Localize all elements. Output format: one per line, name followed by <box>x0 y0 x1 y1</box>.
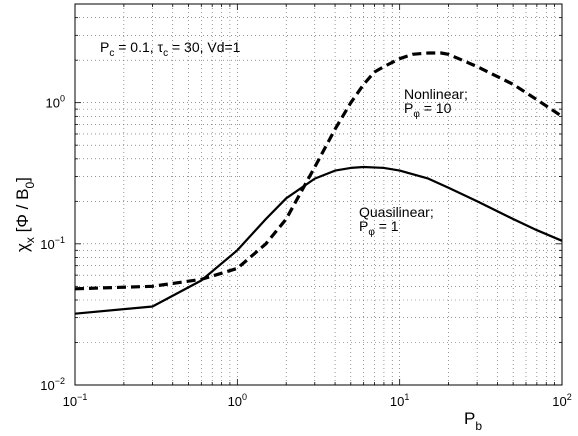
x-tick-label: 100 <box>228 392 247 409</box>
y-tick-label: 10−2 <box>40 376 65 393</box>
nonlinear-param-label: Pφ = 10 <box>404 100 452 120</box>
y-tick-label: 10−1 <box>40 235 65 252</box>
nonlinear-label: Nonlinear; <box>404 86 468 102</box>
x-tick-label: 102 <box>552 392 571 409</box>
quasilinear-label: Quasilinear; <box>359 204 434 220</box>
plot-frame <box>74 3 563 386</box>
quasilinear-param-label: Pφ = 1 <box>359 218 399 238</box>
series-line-quasilinear <box>74 165 563 315</box>
x-tick-label: 101 <box>390 392 409 409</box>
x-tick-label: 10−1 <box>63 392 88 409</box>
y-axis-label: χx [Φ / B0] <box>13 177 37 252</box>
series-lines <box>74 51 563 315</box>
y-tick-label: 100 <box>46 94 65 111</box>
parameters-annotation: Pc = 0.1, τc = 30, Vd=1 <box>100 39 241 59</box>
x-axis-label: Pb <box>464 409 482 433</box>
series-line-nonlinear <box>74 51 563 291</box>
